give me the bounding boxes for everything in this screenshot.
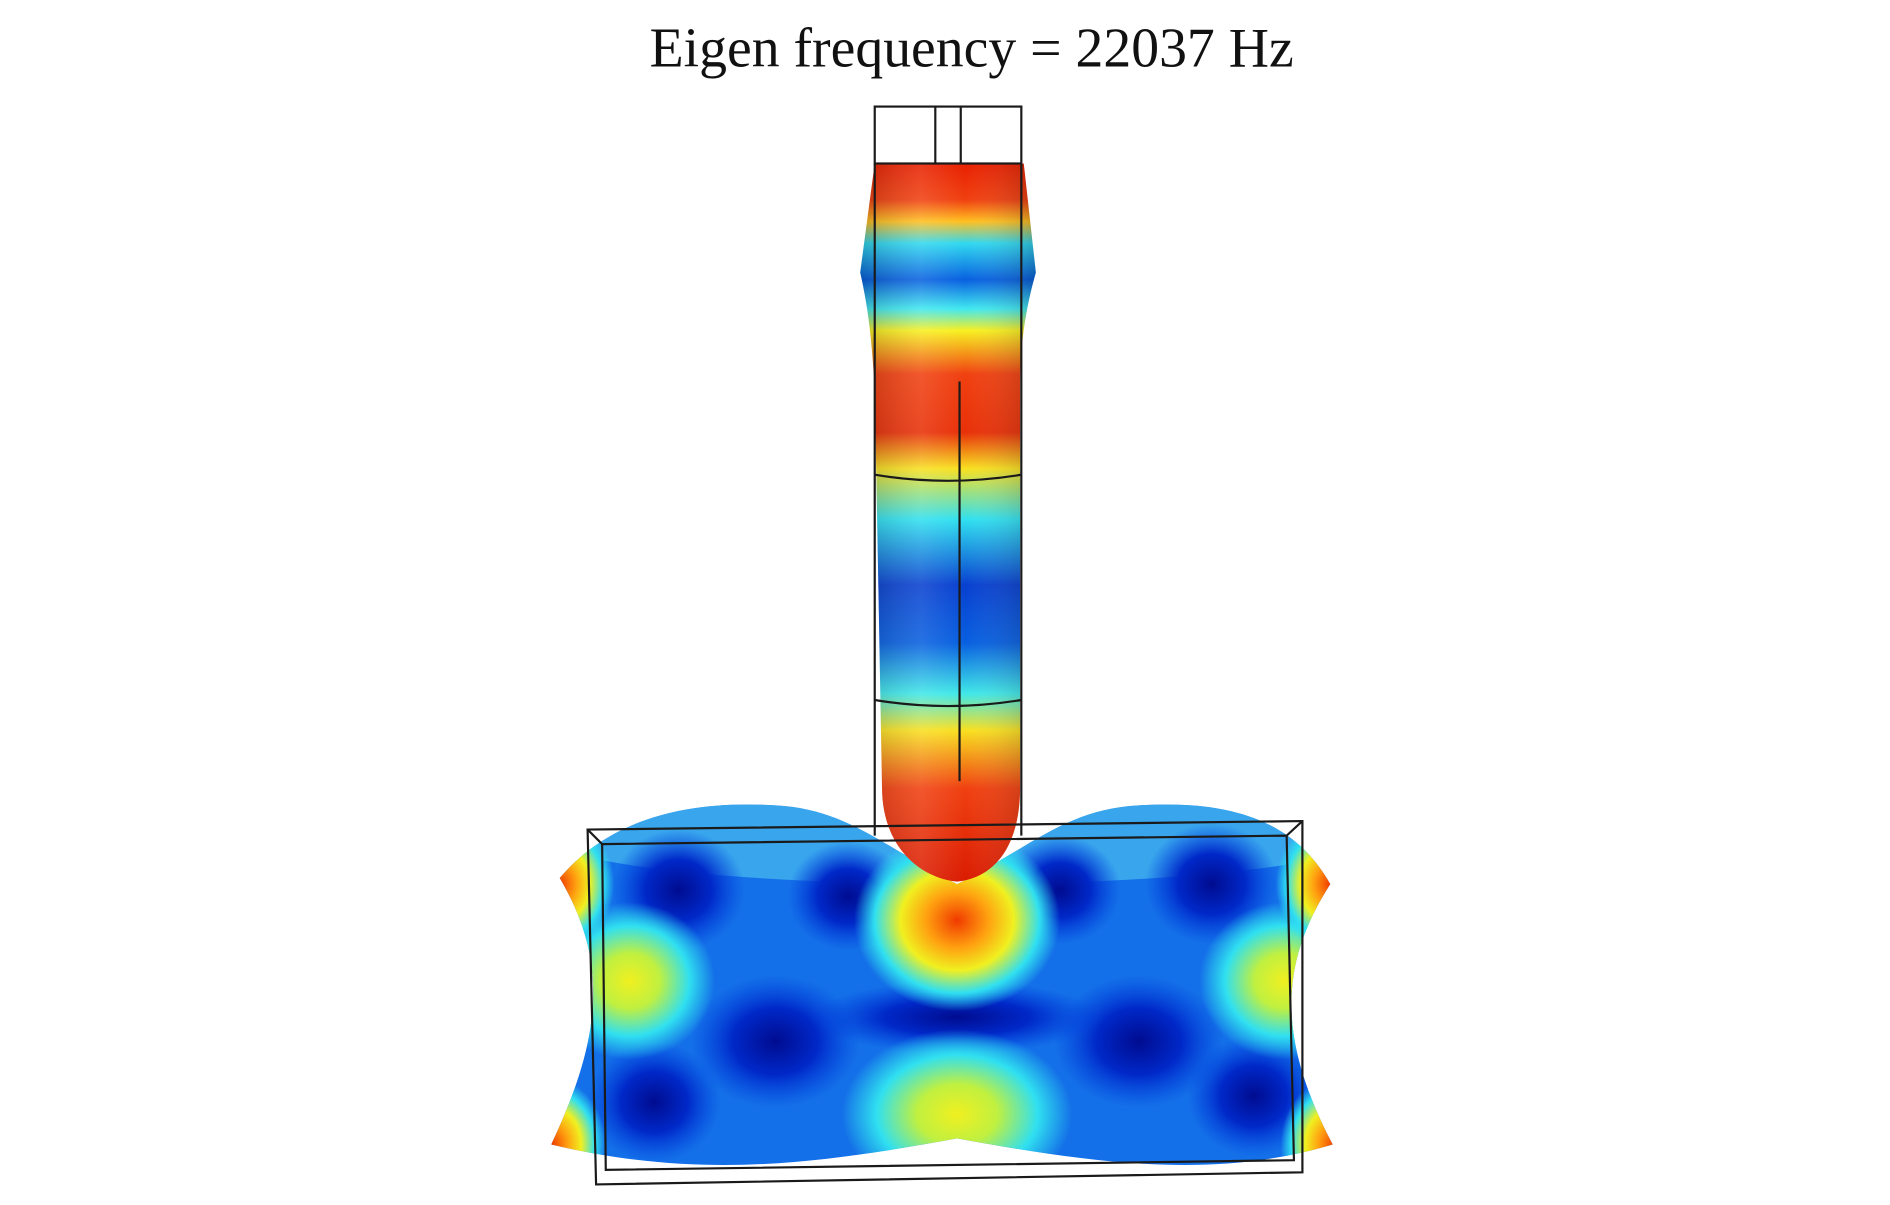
antinode bbox=[551, 902, 715, 1060]
antinode bbox=[842, 1029, 1073, 1165]
antinode bbox=[854, 829, 1061, 1012]
wire-line bbox=[1285, 820, 1304, 837]
antinode bbox=[1275, 817, 1333, 951]
title: Eigen frequency = 22037 Hz bbox=[650, 18, 1294, 80]
wire-box bbox=[873, 105, 1023, 165]
wire-line bbox=[874, 473, 1022, 482]
wire-line bbox=[586, 828, 603, 845]
wire-line bbox=[874, 698, 1022, 708]
wire-box bbox=[601, 834, 1296, 1171]
antinode bbox=[551, 1077, 606, 1165]
node bbox=[811, 980, 1103, 1054]
antinode bbox=[551, 817, 615, 951]
rod-shading bbox=[860, 163, 1036, 882]
node bbox=[587, 1041, 721, 1163]
wire-box bbox=[586, 819, 1304, 1186]
antinode bbox=[1199, 902, 1333, 1060]
antinode bbox=[1280, 1077, 1333, 1165]
wireframe bbox=[586, 105, 1304, 1186]
